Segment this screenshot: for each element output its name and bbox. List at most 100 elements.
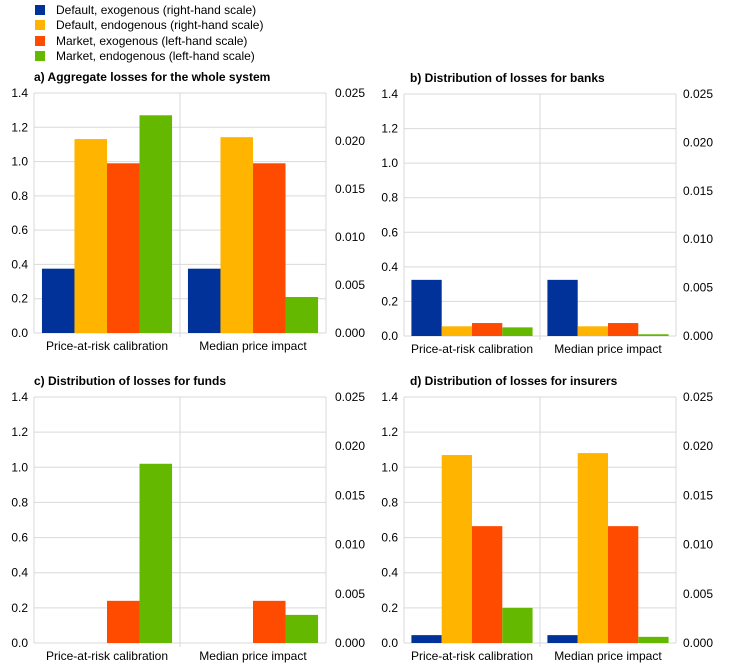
bar-market-endogenous <box>502 327 533 336</box>
legend-label: Default, endogenous (right-hand scale) <box>56 18 264 33</box>
right-tick-label: 0.010 <box>683 538 713 552</box>
bar-default-endogenous <box>74 139 107 333</box>
left-tick-label: 1.2 <box>11 120 28 134</box>
bar-default-exogenous <box>547 279 578 336</box>
legend-swatch <box>35 35 45 46</box>
bar-market-exogenous <box>608 526 639 643</box>
left-tick-label: 0.2 <box>11 601 28 615</box>
bar-default-exogenous <box>547 635 578 643</box>
chart-panel-b: b) Distribution of losses for banks 0.0 0.… <box>381 71 713 356</box>
bar-default-endogenous <box>577 453 608 643</box>
left-tick-label: 0.6 <box>381 225 398 239</box>
bar-default-exogenous <box>411 635 442 643</box>
left-tick-label: 1.0 <box>381 156 398 170</box>
right-tick-label: 0.005 <box>683 587 713 601</box>
bar-default-endogenous <box>577 326 608 336</box>
right-tick-label: 0.005 <box>683 281 713 295</box>
category-label: Median price impact <box>199 649 307 663</box>
bar-default-exogenous <box>187 268 221 333</box>
left-tick-label: 1.0 <box>381 460 398 474</box>
left-tick-label: 1.4 <box>381 390 398 404</box>
bar-market-endogenous <box>285 297 319 333</box>
bar-default-exogenous <box>411 279 442 336</box>
right-tick-label: 0.010 <box>683 232 713 246</box>
left-tick-label: 0.6 <box>11 223 28 237</box>
bar-market-exogenous <box>472 323 503 336</box>
left-tick-label: 0.0 <box>11 326 28 340</box>
legend-swatch <box>35 4 45 15</box>
chart-panel-c: c) Distribution of losses for funds 0.0 0.… <box>11 374 365 663</box>
legend-item: Market, endogenous (left-hand scale) <box>35 49 263 65</box>
right-tick-label: 0.000 <box>683 636 713 650</box>
bar-default-endogenous <box>441 326 472 336</box>
right-tick-label: 0.005 <box>335 587 365 601</box>
left-tick-label: 0.2 <box>381 294 398 308</box>
category-label: Price-at-risk calibration <box>411 342 533 356</box>
bar-market-endogenous <box>285 614 319 643</box>
legend-label: Default, exogenous (right-hand scale) <box>56 2 257 17</box>
left-tick-label: 0.4 <box>381 260 398 274</box>
bar-market-endogenous <box>638 636 669 643</box>
legend-item: Default, endogenous (right-hand scale) <box>35 18 263 34</box>
right-tick-label: 0.020 <box>683 135 713 149</box>
left-tick-label: 0.8 <box>11 495 28 509</box>
left-tick-label: 0.4 <box>381 566 398 580</box>
left-tick-label: 0.8 <box>381 191 398 205</box>
left-tick-label: 1.4 <box>11 390 28 404</box>
left-tick-label: 1.2 <box>381 122 398 136</box>
bar-default-endogenous <box>220 137 253 333</box>
bar-market-exogenous <box>107 600 140 643</box>
left-tick-label: 0.0 <box>11 636 28 650</box>
left-tick-label: 0.4 <box>11 566 28 580</box>
panel-title: b) Distribution of losses for banks <box>410 71 605 85</box>
right-tick-label: 0.025 <box>335 86 365 100</box>
legend-swatch <box>35 20 45 31</box>
left-tick-label: 0.8 <box>381 495 398 509</box>
left-tick-label: 1.4 <box>381 87 398 101</box>
left-tick-label: 0.8 <box>11 189 28 203</box>
left-tick-label: 1.2 <box>11 425 28 439</box>
bar-market-exogenous <box>253 600 286 643</box>
bar-market-endogenous <box>139 463 173 643</box>
panel-title: c) Distribution of losses for funds <box>34 374 226 388</box>
bar-market-endogenous <box>502 607 533 643</box>
category-label: Median price impact <box>199 339 307 353</box>
right-tick-label: 0.025 <box>683 390 713 404</box>
bar-default-endogenous <box>441 455 472 643</box>
panel-title: a) Aggregate losses for the whole system <box>34 70 270 84</box>
right-tick-label: 0.015 <box>683 488 713 502</box>
left-tick-label: 0.0 <box>381 329 398 343</box>
right-tick-label: 0.020 <box>335 134 365 148</box>
right-tick-label: 0.025 <box>683 87 713 101</box>
legend-label: Market, exogenous (left-hand scale) <box>56 33 248 48</box>
category-label: Median price impact <box>554 649 662 663</box>
right-tick-label: 0.000 <box>683 329 713 343</box>
right-tick-label: 0.015 <box>683 184 713 198</box>
right-tick-label: 0.020 <box>335 439 365 453</box>
panel-title: d) Distribution of losses for insurers <box>410 374 618 388</box>
category-label: Median price impact <box>554 342 662 356</box>
legend-item: Default, exogenous (right-hand scale) <box>35 2 263 18</box>
left-tick-label: 0.4 <box>11 257 28 271</box>
legend-label: Market, endogenous (left-hand scale) <box>56 49 255 64</box>
chart-panel-a: a) Aggregate losses for the whole system… <box>11 70 365 353</box>
left-tick-label: 0.2 <box>11 292 28 306</box>
left-tick-label: 1.4 <box>11 86 28 100</box>
left-tick-label: 0.0 <box>381 636 398 650</box>
right-tick-label: 0.015 <box>335 488 365 502</box>
bar-market-exogenous <box>253 163 286 333</box>
bar-default-exogenous <box>41 268 75 333</box>
right-tick-label: 0.000 <box>335 636 365 650</box>
right-tick-label: 0.000 <box>335 326 365 340</box>
right-tick-label: 0.020 <box>683 439 713 453</box>
left-tick-label: 0.6 <box>11 531 28 545</box>
right-tick-label: 0.025 <box>335 390 365 404</box>
chart-panel-d: d) Distribution of losses for insurers 0.… <box>381 374 713 663</box>
left-tick-label: 0.2 <box>381 601 398 615</box>
legend-swatch <box>35 51 45 62</box>
legend: Default, exogenous (right-hand scale) De… <box>35 2 263 64</box>
bar-market-exogenous <box>608 323 639 336</box>
bar-market-endogenous <box>139 115 173 334</box>
